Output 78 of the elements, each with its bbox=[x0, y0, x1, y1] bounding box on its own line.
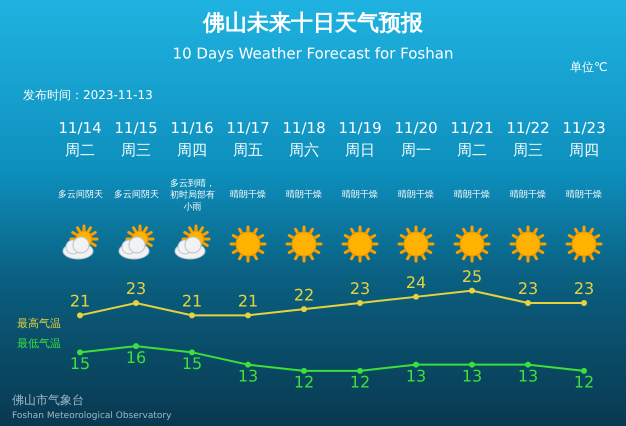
data-label: 12 bbox=[350, 372, 370, 392]
point bbox=[189, 349, 195, 356]
text: 多云间阴天 bbox=[58, 189, 103, 200]
data-label: 13 bbox=[462, 366, 482, 386]
text: 晴朗干燥 bbox=[398, 189, 434, 200]
data-label: 21 bbox=[70, 292, 90, 311]
data-label: 21 bbox=[182, 292, 202, 311]
text: 周一 bbox=[401, 141, 431, 159]
text: 晴朗干燥 bbox=[454, 189, 490, 200]
data-label: 23 bbox=[518, 279, 538, 298]
point bbox=[413, 294, 419, 300]
text: 晴朗干燥 bbox=[286, 189, 322, 200]
point bbox=[245, 312, 251, 318]
point bbox=[357, 300, 363, 306]
series-label: 最低气温 bbox=[17, 337, 61, 350]
x-tick-label: 11/17 bbox=[226, 118, 270, 137]
text: 晴朗干燥 bbox=[566, 189, 602, 200]
data-label: 16 bbox=[126, 348, 146, 367]
point bbox=[469, 288, 475, 294]
text: 晴朗干燥 bbox=[342, 189, 378, 200]
point bbox=[77, 312, 83, 318]
data-label: 13 bbox=[518, 366, 538, 386]
data-label: 25 bbox=[462, 266, 482, 286]
x-tick-label: 11/22 bbox=[506, 118, 550, 137]
point bbox=[525, 300, 531, 306]
x-tick-label: 11/20 bbox=[394, 118, 438, 137]
text: 周四 bbox=[569, 141, 599, 159]
point bbox=[133, 300, 139, 306]
point bbox=[469, 362, 475, 368]
text: 晴朗干燥 bbox=[230, 189, 266, 200]
data-label: 22 bbox=[294, 285, 314, 304]
x-tick-label: 11/16 bbox=[170, 118, 214, 137]
point bbox=[581, 300, 587, 306]
text: 周日 bbox=[345, 141, 375, 159]
x-tick-label: 11/14 bbox=[58, 118, 102, 137]
text: 多云间阴天 bbox=[114, 189, 159, 200]
text: 周五 bbox=[233, 141, 263, 159]
point bbox=[189, 312, 195, 318]
data-label: 23 bbox=[574, 279, 594, 298]
point bbox=[525, 362, 531, 368]
text: 晴朗干燥 bbox=[510, 189, 546, 200]
text: 佛山市气象台 bbox=[12, 393, 84, 407]
text: 单位℃ bbox=[570, 60, 608, 74]
data-label: 24 bbox=[406, 273, 426, 292]
data-label: 12 bbox=[294, 372, 314, 392]
x-tick-label: 11/18 bbox=[282, 118, 326, 137]
point bbox=[133, 343, 139, 350]
point bbox=[77, 349, 83, 356]
x-tick-label: 11/21 bbox=[450, 118, 494, 137]
data-label: 12 bbox=[574, 372, 594, 392]
data-label: 13 bbox=[406, 366, 426, 386]
data-label: 13 bbox=[238, 366, 258, 386]
text: 多云到晴，初时局部有小雨 bbox=[170, 178, 215, 212]
data-label: 15 bbox=[182, 354, 202, 374]
point bbox=[413, 362, 419, 368]
chart-subtitle: 10 Days Weather Forecast for Foshan bbox=[172, 44, 454, 62]
data-label: 23 bbox=[126, 279, 146, 298]
x-tick-label: 11/23 bbox=[562, 118, 606, 137]
point bbox=[301, 368, 307, 374]
series-label: 最高气温 bbox=[17, 317, 61, 330]
chart-title: 佛山未来十日天气预报 bbox=[202, 10, 424, 36]
text: 周四 bbox=[177, 141, 207, 159]
point bbox=[245, 362, 251, 368]
text: 周三 bbox=[121, 141, 151, 159]
text: 周三 bbox=[513, 141, 543, 159]
text: Foshan Meteorological Observatory bbox=[12, 411, 172, 421]
point bbox=[301, 306, 307, 312]
x-tick-label: 11/15 bbox=[114, 118, 158, 137]
point bbox=[581, 368, 587, 374]
text: 周二 bbox=[65, 141, 95, 159]
x-tick-label: 11/19 bbox=[338, 118, 382, 137]
text: 周二 bbox=[457, 141, 487, 159]
data-label: 23 bbox=[350, 279, 370, 298]
data-label: 21 bbox=[238, 292, 258, 311]
text: 发布时间：2023-11-13 bbox=[23, 88, 153, 102]
point bbox=[357, 368, 363, 374]
text: 周六 bbox=[289, 141, 319, 159]
data-label: 15 bbox=[70, 354, 90, 374]
